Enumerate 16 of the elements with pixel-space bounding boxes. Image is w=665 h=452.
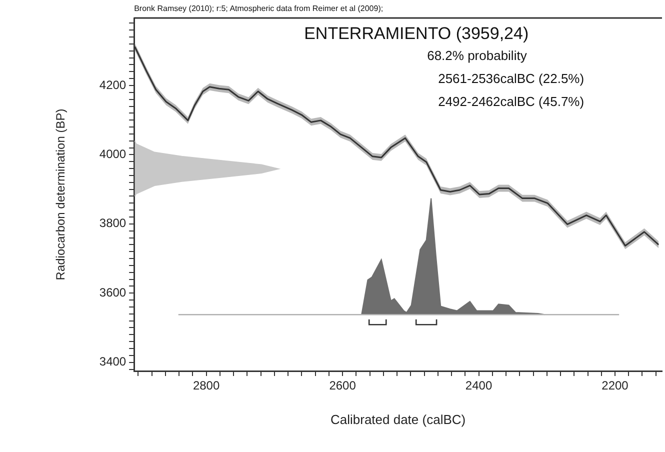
y-tick-label: 3600 [99, 285, 126, 300]
annotation: 2561-2536calBC (22.5%) [438, 71, 584, 86]
y-tick-label: 4200 [99, 78, 126, 92]
chart-title: ENTERRAMIENTO (3959,24) [304, 24, 529, 44]
annotation: 68.2% probability [427, 48, 527, 63]
x-tick-label: 2400 [465, 378, 492, 393]
text: Bronk Ramsey (2010); r:5; Atmospheric data from Reimer et al (2009); [134, 4, 384, 13]
y-tick-label: 4000 [99, 147, 126, 162]
y-tick-label: 3800 [99, 216, 126, 230]
annotation: 2492-2462calBC (45.7%) [438, 94, 584, 109]
x-tick-label: 2200 [602, 378, 629, 393]
x-tick-label: 2600 [329, 378, 356, 393]
y-axis-title: Radiocarbon determination (BP) [54, 108, 68, 280]
x-axis-title: Calibrated date (calBC) [330, 412, 466, 427]
x-tick-label: 2800 [192, 378, 220, 393]
y-tick-label: 3400 [99, 354, 126, 369]
